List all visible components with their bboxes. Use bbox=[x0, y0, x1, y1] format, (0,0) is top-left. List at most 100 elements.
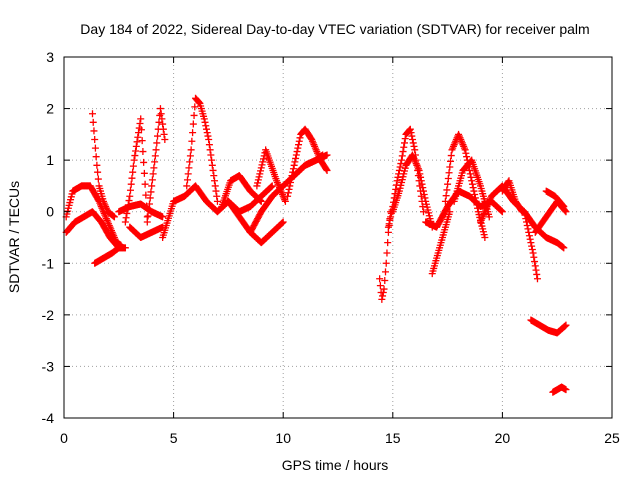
data-point bbox=[209, 166, 217, 174]
data-point bbox=[406, 125, 414, 133]
series-t17 bbox=[376, 208, 395, 303]
data-point bbox=[463, 153, 471, 161]
data-point bbox=[94, 175, 102, 183]
data-point bbox=[129, 162, 137, 170]
data-point bbox=[91, 144, 99, 152]
data-point bbox=[147, 188, 155, 196]
data-point bbox=[189, 129, 197, 137]
data-point bbox=[210, 172, 218, 180]
data-point bbox=[204, 132, 212, 140]
data-point bbox=[130, 156, 138, 164]
data-point bbox=[392, 185, 400, 193]
series-t31 bbox=[549, 383, 570, 396]
data-point bbox=[145, 200, 153, 208]
data-point bbox=[287, 178, 295, 186]
data-point bbox=[416, 170, 424, 178]
data-point bbox=[472, 197, 480, 205]
data-point bbox=[525, 228, 533, 236]
series-t30 bbox=[527, 316, 570, 337]
y-tick-label: -2 bbox=[42, 307, 55, 323]
data-point bbox=[150, 164, 158, 172]
data-point bbox=[191, 103, 199, 111]
data-point bbox=[151, 158, 159, 166]
data-point bbox=[137, 126, 145, 134]
y-tick-label: -3 bbox=[42, 358, 55, 374]
data-point bbox=[153, 139, 161, 147]
series-t14 bbox=[253, 146, 289, 205]
data-point bbox=[474, 204, 482, 212]
data-point bbox=[531, 262, 539, 270]
data-point bbox=[410, 142, 418, 150]
data-point bbox=[418, 180, 426, 188]
data-point bbox=[379, 289, 387, 297]
data-point bbox=[398, 152, 406, 160]
data-point bbox=[498, 208, 506, 216]
data-point bbox=[481, 234, 489, 241]
data-point bbox=[284, 192, 292, 200]
data-point bbox=[201, 118, 209, 126]
x-tick-label: 20 bbox=[495, 430, 511, 446]
series-t21 bbox=[428, 208, 454, 278]
data-point bbox=[461, 146, 469, 154]
data-point bbox=[268, 182, 276, 190]
data-point bbox=[380, 285, 388, 293]
data-point bbox=[253, 182, 261, 190]
data-point bbox=[152, 146, 160, 154]
data-point bbox=[189, 120, 197, 128]
data-point bbox=[159, 213, 167, 221]
data-point bbox=[122, 214, 130, 222]
data-point bbox=[141, 180, 149, 188]
series-t5 bbox=[115, 200, 167, 221]
data-point bbox=[110, 213, 118, 221]
data-point bbox=[386, 216, 394, 224]
data-point bbox=[292, 151, 300, 159]
data-point bbox=[521, 211, 529, 219]
data-point bbox=[284, 189, 292, 197]
y-tick-label: -1 bbox=[42, 255, 55, 271]
data-point bbox=[411, 146, 419, 154]
data-point bbox=[446, 208, 454, 216]
data-point bbox=[278, 219, 286, 227]
data-point bbox=[522, 215, 530, 223]
data-point bbox=[145, 206, 153, 214]
data-point bbox=[400, 139, 408, 147]
y-tick-label: 0 bbox=[46, 204, 54, 220]
data-point bbox=[528, 246, 536, 254]
data-point bbox=[468, 180, 476, 188]
data-point bbox=[137, 115, 145, 123]
data-point bbox=[136, 119, 144, 127]
data-point bbox=[523, 218, 531, 226]
data-point bbox=[185, 164, 193, 172]
data-point bbox=[322, 165, 330, 173]
data-point bbox=[140, 169, 148, 177]
series-t4 bbox=[91, 244, 123, 267]
data-point bbox=[382, 259, 390, 267]
data-point bbox=[533, 270, 541, 278]
data-point bbox=[525, 232, 533, 240]
data-point bbox=[258, 161, 266, 169]
data-point bbox=[419, 208, 427, 216]
data-point bbox=[498, 207, 506, 215]
data-point bbox=[257, 197, 265, 205]
data-point bbox=[376, 275, 384, 283]
data-point bbox=[293, 148, 301, 156]
data-point bbox=[211, 177, 219, 185]
data-point bbox=[445, 169, 453, 177]
data-point bbox=[128, 174, 136, 182]
data-point bbox=[259, 155, 267, 163]
data-point bbox=[278, 219, 286, 227]
data-point bbox=[415, 166, 423, 174]
data-point bbox=[205, 136, 213, 144]
data-point bbox=[127, 180, 135, 188]
data-point bbox=[140, 158, 148, 166]
data-point bbox=[447, 157, 455, 165]
data-point bbox=[296, 134, 304, 142]
data-point bbox=[255, 173, 263, 181]
data-point bbox=[378, 295, 386, 303]
data-point bbox=[524, 225, 532, 233]
data-point bbox=[467, 173, 475, 181]
y-tick-label: 3 bbox=[46, 49, 54, 65]
data-point bbox=[126, 192, 134, 200]
data-point bbox=[207, 151, 215, 159]
data-point bbox=[485, 213, 493, 221]
